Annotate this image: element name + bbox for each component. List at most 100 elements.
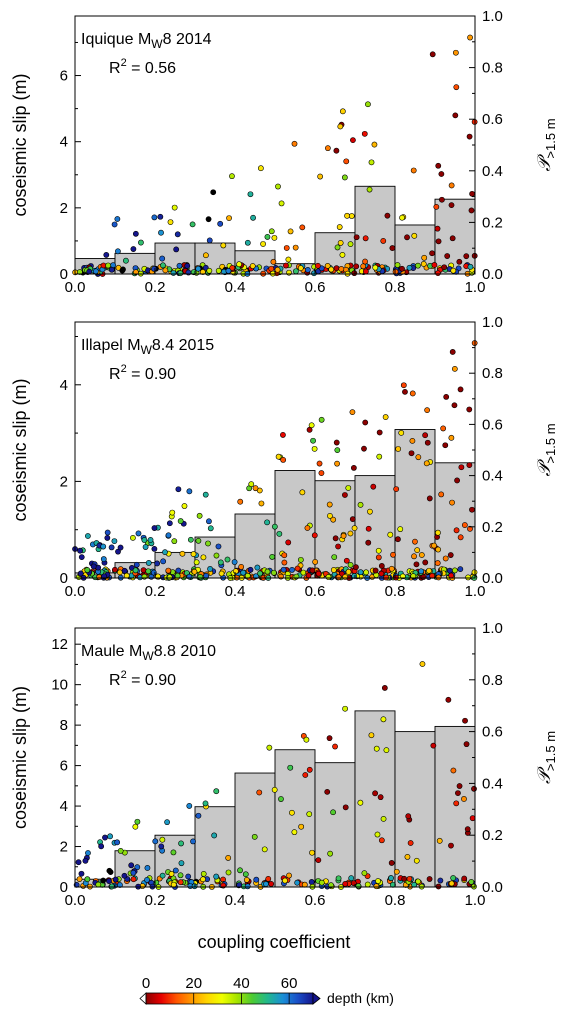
depth-colorbar: 0 20 40 60 depth (km): [139, 975, 394, 1006]
slip-point: [387, 531, 394, 538]
slip-point: [229, 173, 235, 180]
x-tick-label: 0.2: [145, 892, 166, 909]
slip-point: [270, 258, 277, 265]
slip-point: [85, 850, 91, 856]
slip-point: [397, 526, 404, 533]
slip-point: [431, 262, 438, 268]
slip-point: [306, 766, 313, 773]
y-axis-label: coseismic slip (m): [10, 686, 30, 829]
panel-title: Iquique MW8 2014: [81, 31, 212, 51]
slip-point: [224, 556, 231, 563]
slip-scatter: [73, 661, 477, 890]
slip-point: [202, 800, 209, 807]
slip-point: [435, 238, 442, 245]
slip-point: [310, 437, 316, 444]
slip-scatter: [72, 34, 478, 277]
slip-point: [415, 878, 421, 885]
slip-point: [243, 877, 250, 883]
slip-point: [138, 239, 144, 246]
slip-point: [114, 839, 121, 846]
slip-point: [190, 838, 196, 845]
slip-point: [104, 529, 111, 536]
slip-point: [92, 268, 99, 275]
slip-point: [373, 883, 380, 890]
colorbar-gradient: [145, 992, 314, 1005]
slip-point: [207, 525, 214, 532]
slip-point: [280, 432, 286, 438]
slip-point: [210, 189, 217, 196]
slip-point: [376, 429, 383, 436]
right-tick-label: 0.6: [482, 724, 503, 741]
slip-point: [312, 558, 319, 565]
slip-point: [334, 460, 340, 467]
slip-point: [452, 49, 459, 56]
slip-point: [372, 567, 379, 574]
slip-point: [407, 840, 414, 846]
right-tick-label: 0.6: [482, 111, 503, 128]
slip-point: [413, 857, 420, 864]
slip-point: [342, 492, 348, 498]
slip-point: [330, 567, 337, 573]
slip-point: [422, 432, 429, 439]
slip-point: [451, 402, 458, 409]
slip-point: [159, 255, 166, 262]
slip-point: [406, 264, 413, 271]
probability-bar: [354, 475, 396, 579]
slip-point: [108, 544, 115, 551]
slip-point: [326, 501, 333, 508]
slip-point: [324, 262, 331, 269]
slip-point: [443, 393, 450, 400]
slip-point: [142, 544, 149, 550]
slip-point: [78, 870, 85, 877]
slip-point: [170, 849, 177, 856]
slip-point: [447, 552, 454, 558]
slip-point: [242, 871, 249, 878]
left-tick-label: 0: [60, 879, 68, 896]
probability-bar: [394, 429, 436, 579]
slip-point: [303, 736, 310, 743]
slip-point: [269, 554, 276, 560]
slip-point: [315, 570, 322, 577]
slip-point: [336, 224, 343, 230]
left-tick-label: 12: [51, 636, 68, 653]
slip-point: [426, 495, 433, 502]
slip-point: [315, 262, 321, 269]
left-tick-label: 6: [60, 758, 68, 775]
slip-point: [467, 34, 473, 41]
slip-point: [170, 270, 177, 276]
slip-point: [337, 123, 344, 130]
slip-point: [294, 565, 301, 572]
slip-point: [353, 564, 359, 571]
slip-point: [236, 261, 242, 268]
slip-point: [189, 221, 196, 228]
slip-point: [334, 244, 341, 251]
slip-point: [306, 426, 313, 433]
right-tick-label: 0.8: [482, 672, 503, 689]
probability-bar: [434, 725, 476, 888]
slip-point: [298, 823, 305, 830]
slip-point: [440, 425, 447, 432]
slip-point: [165, 532, 172, 539]
x-tick-label: 0.0: [65, 279, 86, 296]
slip-point: [408, 450, 415, 457]
slip-point: [435, 270, 441, 277]
x-tick-label: 0.0: [65, 892, 86, 909]
slip-point: [468, 207, 475, 214]
slip-point: [335, 875, 342, 882]
slip-point: [103, 252, 110, 258]
slip-point: [195, 812, 202, 819]
slip-point: [299, 489, 306, 496]
slip-point: [453, 84, 460, 91]
slip-point: [159, 836, 166, 843]
slip-point: [357, 569, 364, 576]
slip-point: [205, 216, 212, 223]
colorbar-tick-label: 60: [281, 975, 298, 992]
slip-point: [429, 51, 436, 58]
slip-point: [424, 439, 431, 446]
slip-point: [418, 552, 425, 558]
slip-point: [283, 262, 289, 269]
slip-point: [141, 537, 148, 543]
slip-point: [410, 573, 417, 580]
slip-point: [237, 498, 244, 505]
